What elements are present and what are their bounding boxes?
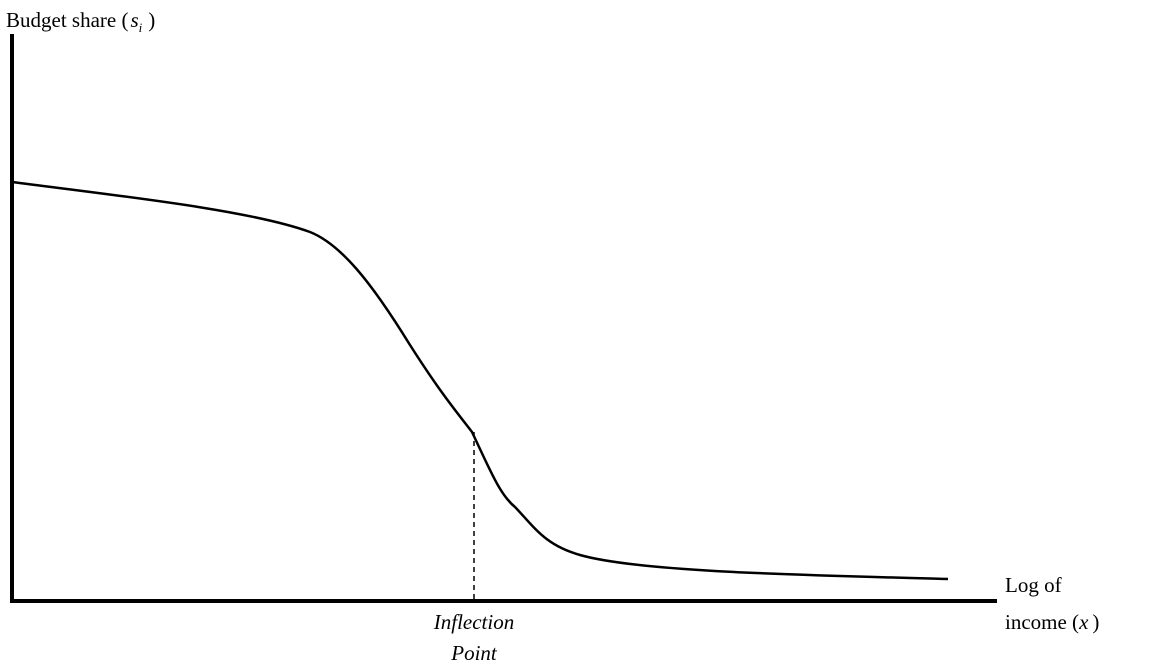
label-text: )	[148, 8, 155, 32]
label-text: )	[1092, 610, 1099, 634]
label-text: Budget share (	[6, 8, 128, 32]
x-axis-label: Log of	[1005, 573, 1062, 597]
x-axis-label: income (x)	[1005, 610, 1099, 634]
y-axis-label: Budget share (si)	[6, 8, 155, 35]
label-variable: s	[130, 8, 138, 32]
annotation: Point	[450, 641, 498, 665]
label-variable: x	[1078, 610, 1089, 634]
label-text: income (	[1005, 610, 1079, 634]
annotation: Inflection	[433, 610, 514, 634]
engel-curve	[11, 180, 949, 581]
label-subscript: i	[139, 20, 143, 35]
